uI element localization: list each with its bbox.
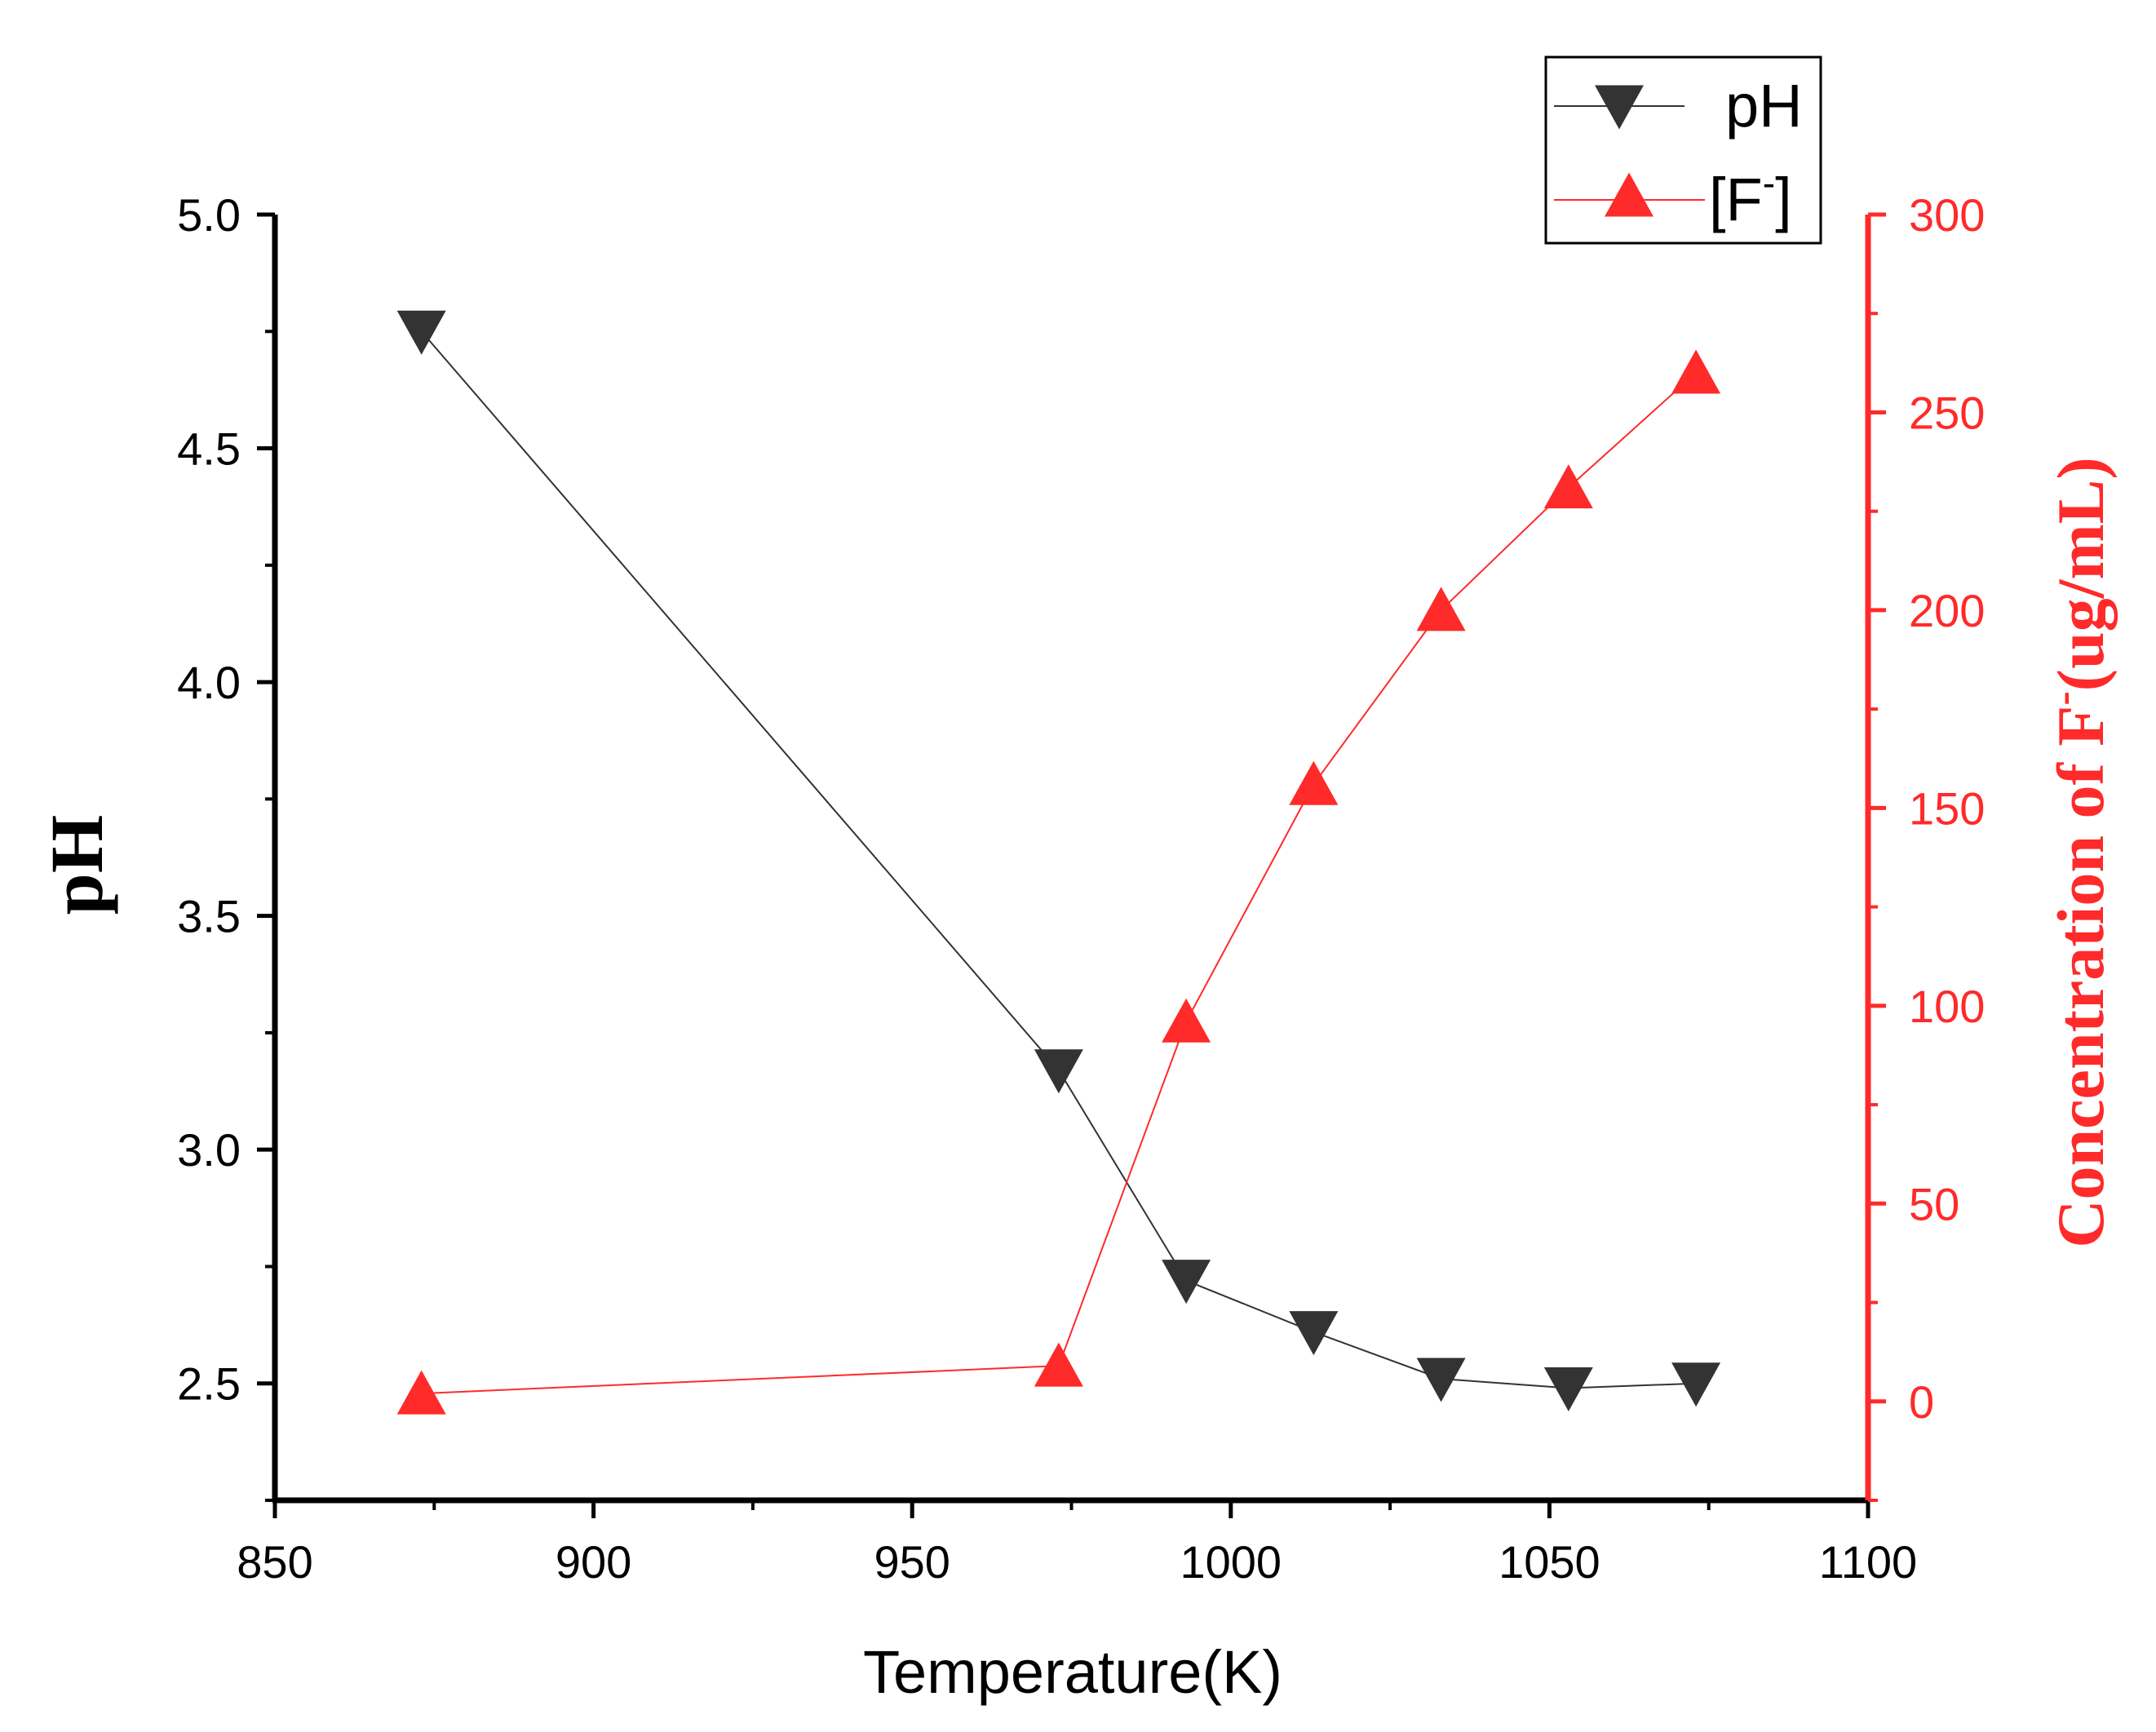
x-tick-label: 1000 — [1180, 1536, 1282, 1588]
ph-line — [420, 330, 1697, 1389]
f-point — [1162, 998, 1211, 1043]
f-line — [421, 372, 1697, 1395]
ph-point — [1543, 1367, 1593, 1411]
f-point — [396, 1370, 446, 1415]
y-right-tick-label: 300 — [1909, 189, 1985, 241]
f-point — [1034, 1342, 1083, 1387]
y-left-axis-title: pH — [35, 815, 118, 915]
y-right-tick-label: 250 — [1909, 387, 1985, 438]
f-point — [1543, 464, 1593, 509]
ph-point — [1289, 1311, 1339, 1356]
x-tick-label: 1100 — [1819, 1536, 1917, 1588]
y-right-title-suffix: (ug/mL) — [2043, 457, 2118, 691]
legend-ph-label: pH — [1725, 72, 1803, 140]
legend-f-marker — [1605, 172, 1654, 217]
f-point — [1671, 349, 1721, 394]
f-point — [1416, 587, 1466, 631]
ph-point — [396, 310, 446, 355]
x-tick-label: 900 — [556, 1536, 631, 1588]
y-right-title-sup: - — [2040, 691, 2087, 705]
x-tick-label: 1050 — [1499, 1536, 1600, 1588]
legend-f-label-sup: - — [1763, 162, 1775, 204]
y-left-tick-label: 3.5 — [177, 891, 241, 942]
x-tick-label: 950 — [874, 1536, 950, 1588]
y-right-axis-title: Concentration of F-(ug/mL) — [2040, 457, 2118, 1247]
y-right-tick-label: 150 — [1909, 782, 1985, 834]
legend: pH [F-] — [1544, 55, 1822, 245]
y-left-tick-label: 4.0 — [177, 657, 241, 708]
legend-ph-marker — [1595, 85, 1644, 130]
y-left-tick-label: 5.0 — [177, 189, 241, 241]
f-point — [1289, 760, 1339, 805]
ph-point — [1034, 1049, 1083, 1094]
y-right-tick-label: 200 — [1909, 585, 1985, 636]
ph-point — [1162, 1260, 1211, 1305]
legend-box — [1544, 55, 1822, 245]
y-right-tick-label: 0 — [1909, 1376, 1934, 1428]
y-right-tick-label: 100 — [1909, 981, 1985, 1032]
legend-f-label: [F-] — [1709, 162, 1792, 233]
x-axis-title: Temperature(K) — [863, 1638, 1282, 1706]
ph-point — [1416, 1358, 1466, 1402]
legend-f-label-suffix: ] — [1775, 166, 1792, 233]
y-left-tick-label: 2.5 — [177, 1358, 241, 1410]
y-left-tick-label: 3.0 — [177, 1124, 241, 1176]
y-right-tick-label: 50 — [1909, 1178, 1959, 1229]
y-right-title-prefix: Concentration of F — [2043, 706, 2118, 1248]
ph-point — [1671, 1362, 1721, 1407]
series-ph — [396, 310, 1721, 1411]
series-f — [396, 349, 1721, 1415]
y-left-tick-label: 4.5 — [177, 423, 241, 475]
x-tick-label: 850 — [237, 1536, 312, 1588]
legend-f-label-prefix: [F — [1709, 166, 1763, 233]
